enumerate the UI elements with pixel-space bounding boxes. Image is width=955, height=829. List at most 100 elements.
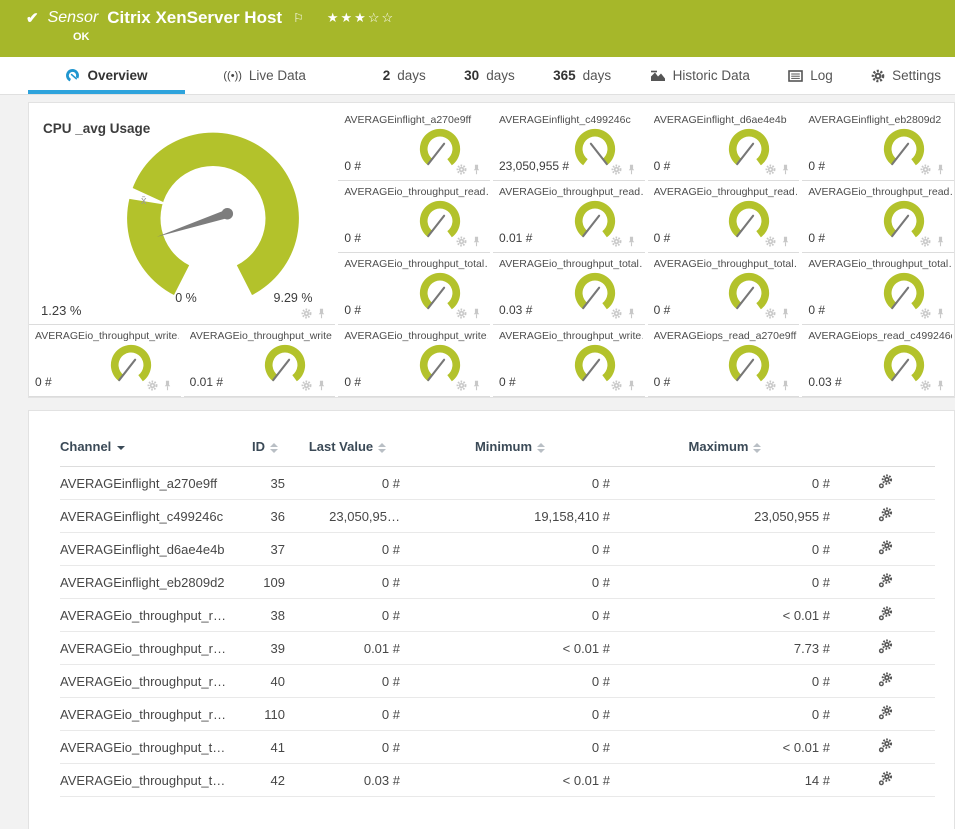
cell-last-value: 0 #	[381, 541, 400, 557]
pin-icon[interactable]	[626, 308, 637, 319]
gauge-value: 0.01 #	[189, 375, 224, 389]
column-header-channel[interactable]: Channel	[60, 437, 240, 467]
channel-settings-icon[interactable]	[878, 573, 893, 588]
flag-icon[interactable]: ⚐	[293, 11, 304, 25]
pin-icon[interactable]	[471, 164, 482, 175]
channel-settings-icon[interactable]	[878, 507, 893, 522]
cell-channel: AVERAGEinflight_eb2809d2	[60, 574, 225, 590]
gauge-settings-gear-icon[interactable]	[611, 380, 622, 391]
channel-settings-icon[interactable]	[878, 639, 893, 654]
gauge-settings-gear-icon[interactable]	[456, 380, 467, 391]
gauge-settings-gear-icon[interactable]	[920, 236, 931, 247]
gauge-title: AVERAGEio_throughput_total…	[499, 258, 643, 270]
cell-minimum: 0 #	[591, 706, 610, 722]
gauge-chart	[419, 200, 461, 238]
tab-30-days[interactable]: 30 days	[464, 68, 515, 83]
tab-historic-data[interactable]: Historic Data	[650, 57, 750, 94]
pin-icon[interactable]	[626, 236, 637, 247]
gauge-title: AVERAGEinflight_d6ae4e4b	[653, 114, 787, 126]
gauge-settings-gear-icon[interactable]	[920, 164, 931, 175]
gauge-settings-gear-icon[interactable]	[301, 308, 312, 319]
tab-2-days[interactable]: 2 days	[382, 68, 426, 83]
gauge-chart	[883, 200, 925, 238]
gauge-settings-gear-icon[interactable]	[456, 236, 467, 247]
pin-icon[interactable]	[316, 380, 327, 391]
cell-channel: AVERAGEinflight_c499246c	[60, 508, 224, 524]
gauge-tile: AVERAGEiops_read_a270e9ff 0 #	[647, 325, 800, 397]
pin-icon[interactable]	[162, 380, 173, 391]
cell-maximum: 0 #	[811, 541, 830, 557]
cell-last-value: 0.03 #	[363, 772, 400, 788]
area-chart-icon	[650, 69, 666, 82]
tab-365-days[interactable]: 365 days	[553, 68, 612, 83]
channel-settings-icon[interactable]	[878, 672, 893, 687]
gauge-settings-gear-icon[interactable]	[301, 380, 312, 391]
gauge-settings-gear-icon[interactable]	[456, 164, 467, 175]
gauge-value: 0 #	[344, 159, 362, 173]
pin-icon[interactable]	[935, 236, 946, 247]
tab-live-data[interactable]: ((•)) Live Data	[223, 57, 306, 94]
gauge-settings-gear-icon[interactable]	[765, 164, 776, 175]
pin-icon[interactable]	[780, 236, 791, 247]
channel-settings-icon[interactable]	[878, 540, 893, 555]
pin-icon[interactable]	[935, 164, 946, 175]
table-row: AVERAGEinflight_d6ae4e4b 37 0 # 0 # 0 #	[60, 533, 935, 566]
gauge-chart	[883, 272, 925, 310]
cpu-gauge-chart	[124, 132, 299, 296]
tab-label: days	[397, 68, 426, 83]
column-header-maximum[interactable]: Maximum	[615, 437, 835, 467]
gauge-chart	[729, 272, 770, 310]
pin-icon[interactable]	[780, 380, 791, 391]
channel-settings-icon[interactable]	[878, 606, 893, 621]
pin-icon[interactable]	[471, 236, 482, 247]
priority-stars[interactable]: ★★★☆☆	[326, 10, 396, 25]
gauge-settings-gear-icon[interactable]	[611, 164, 622, 175]
gauge-settings-gear-icon[interactable]	[147, 380, 158, 391]
pin-icon[interactable]	[471, 308, 482, 319]
gauge-settings-gear-icon[interactable]	[765, 236, 776, 247]
pin-icon[interactable]	[626, 380, 637, 391]
gauge-settings-gear-icon[interactable]	[765, 308, 776, 319]
cell-minimum: 0 #	[591, 541, 610, 557]
gauge-settings-gear-icon[interactable]	[765, 380, 776, 391]
column-header-id[interactable]: ID	[240, 437, 290, 467]
gauge-title: AVERAGEio_throughput_read…	[808, 186, 952, 198]
gauge-title: AVERAGEio_throughput_write…	[344, 330, 488, 342]
table-row: AVERAGEio_throughput_r… 110 0 # 0 # 0 #	[60, 698, 935, 731]
gauge-tile: AVERAGEinflight_eb2809d2 0 #	[802, 109, 954, 181]
pin-icon[interactable]	[316, 308, 327, 319]
pin-icon[interactable]	[780, 308, 791, 319]
pin-icon[interactable]	[780, 164, 791, 175]
tab-label: Overview	[87, 68, 148, 83]
gauge-tile: AVERAGEio_throughput_write… 0 #	[493, 325, 645, 397]
pin-icon[interactable]	[935, 380, 946, 391]
gauge-settings-gear-icon[interactable]	[920, 380, 931, 391]
status-badge: OK	[73, 31, 90, 43]
tab-label: days	[486, 68, 515, 83]
tab-bar: Overview ((•)) Live Data 2 days 30 days …	[0, 57, 955, 95]
channel-settings-icon[interactable]	[878, 705, 893, 720]
column-header-last-value[interactable]: Last Value	[290, 437, 405, 467]
pin-icon[interactable]	[935, 308, 946, 319]
gauge-value: 0 #	[653, 159, 671, 173]
gauge-settings-gear-icon[interactable]	[920, 308, 931, 319]
gauge-settings-gear-icon[interactable]	[611, 236, 622, 247]
gauge-title: AVERAGEiops_read_a270e9ff	[653, 330, 797, 342]
gauge-value: 0 #	[653, 375, 671, 389]
channel-settings-icon[interactable]	[878, 738, 893, 753]
channel-settings-icon[interactable]	[878, 771, 893, 786]
gauge-settings-gear-icon[interactable]	[611, 308, 622, 319]
column-header-minimum[interactable]: Minimum	[405, 437, 615, 467]
gauge-value: 0 #	[653, 231, 671, 245]
tab-log[interactable]: Log	[788, 57, 833, 94]
gauge-tile: AVERAGEio_throughput_read… 0 #	[338, 181, 490, 253]
pin-icon[interactable]	[626, 164, 637, 175]
cell-minimum: 0 #	[591, 739, 610, 755]
channel-settings-icon[interactable]	[878, 474, 893, 489]
cell-maximum: 7.73 #	[793, 640, 830, 656]
cell-minimum: < 0.01 #	[562, 640, 610, 656]
tab-overview[interactable]: Overview	[28, 57, 185, 94]
tab-settings[interactable]: Settings	[871, 57, 941, 94]
pin-icon[interactable]	[471, 380, 482, 391]
gauge-settings-gear-icon[interactable]	[456, 308, 467, 319]
